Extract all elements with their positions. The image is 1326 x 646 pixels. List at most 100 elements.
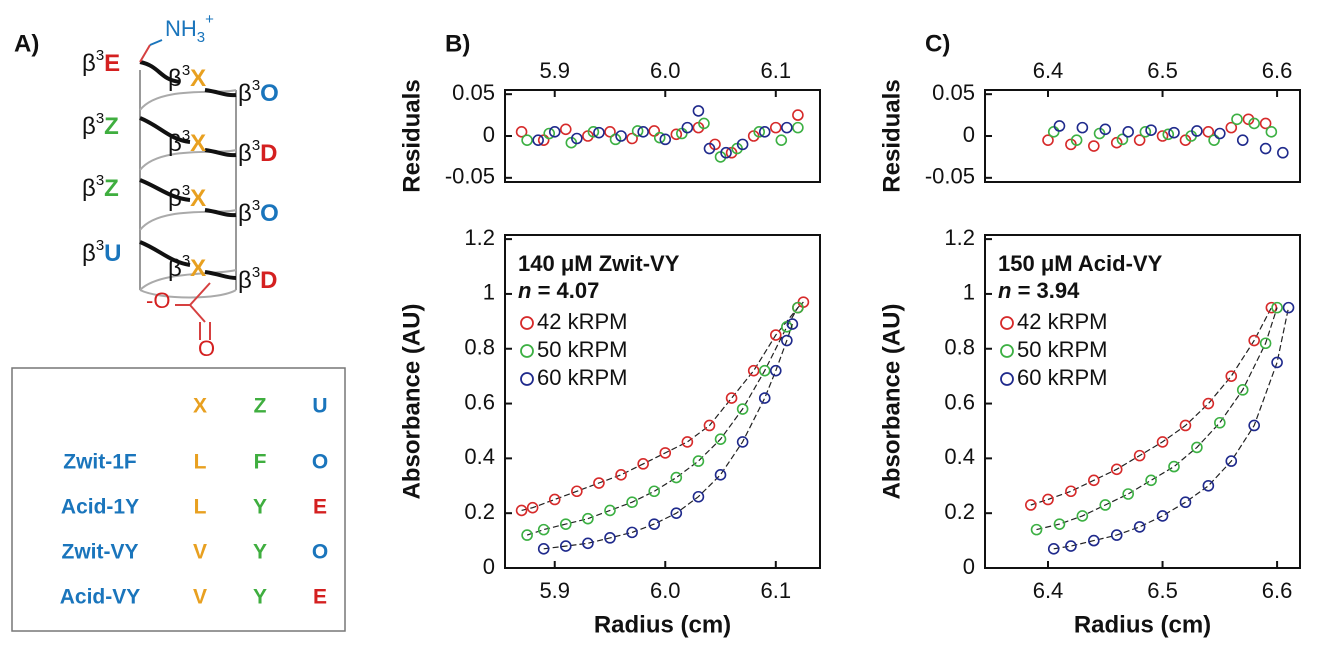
y-tick-label: 1 (483, 280, 495, 305)
data-point (1133, 521, 1146, 533)
data-point (659, 447, 672, 459)
data-point (736, 436, 749, 448)
carboxylate-charge: -O (146, 288, 170, 313)
y-tick-label: 0.8 (944, 335, 975, 360)
data-point (604, 126, 616, 138)
data-point (1271, 356, 1283, 369)
x-tick-label: 6.4 (1033, 578, 1064, 603)
data-point (1122, 488, 1134, 500)
chart: C) 6.4 6.5 6.6 0.05 0 -0.05 Residuals (878, 30, 1301, 193)
y-tick-label: 0.6 (944, 389, 975, 414)
data-point (681, 436, 694, 448)
y-axis-label: Residuals (398, 79, 425, 192)
data-point (626, 526, 638, 539)
data-point (604, 532, 616, 544)
residue-sup: 3 (252, 264, 260, 281)
data-point (1259, 337, 1272, 350)
fit-line (1036, 307, 1278, 531)
legend-label: 60 kRPM (537, 365, 627, 390)
data-point (758, 126, 771, 138)
data-point (653, 131, 666, 144)
data-point (1099, 123, 1112, 136)
row-name: Zwit-1F (63, 451, 137, 474)
data-point (1259, 142, 1272, 155)
residue-prefix: β (238, 80, 252, 107)
data-point (626, 132, 638, 145)
table-cell: V (193, 586, 207, 609)
data-point (681, 121, 694, 134)
legend-marker (520, 344, 534, 358)
data-point (587, 126, 600, 138)
data-point (1214, 416, 1226, 429)
residue-letter: U (104, 240, 121, 267)
y-tick-label: 0 (963, 122, 975, 147)
x-tick-label: 6.0 (650, 58, 681, 83)
x-tick-label: 6.5 (1147, 578, 1178, 603)
y-tick-label: -0.05 (445, 164, 495, 189)
data-point (1248, 419, 1260, 432)
data-point (792, 121, 804, 134)
residue-letter: Z (104, 175, 119, 202)
amine-sub: 3 (197, 29, 205, 46)
data-point (1236, 134, 1249, 146)
data-point (648, 125, 661, 137)
amine-base: NH (165, 16, 197, 41)
residue: β3Z (82, 172, 119, 202)
data-point (1088, 534, 1100, 547)
data-point (543, 127, 556, 140)
data-point (753, 126, 766, 138)
n-value: n = 3.94 (998, 278, 1080, 303)
data-point (1156, 130, 1169, 142)
chart: 5.9 6.0 6.1 0 0.2 0.4 0.6 0.8 1 1.2 Absorbance (AU… (398, 225, 821, 638)
data-point (1271, 301, 1283, 314)
data-point (1282, 301, 1295, 314)
residue-sup: 3 (252, 197, 260, 214)
data-point (1265, 126, 1278, 138)
data-point (537, 543, 550, 555)
data-point (1030, 523, 1043, 536)
data-point (692, 105, 705, 117)
data-point (1070, 134, 1083, 146)
x-tick-label: 5.9 (539, 578, 570, 603)
x-tick-label: 6.4 (1033, 58, 1064, 83)
residue-sup: 3 (96, 237, 104, 254)
residue-sup: 3 (182, 62, 190, 79)
legend-label: 42 kRPM (1017, 309, 1107, 334)
data-point (1156, 436, 1169, 448)
fit-line (521, 301, 804, 511)
data-point (736, 138, 749, 151)
data-point (648, 485, 661, 498)
residue: β3Z (82, 110, 119, 140)
data-point (758, 364, 771, 377)
table-cell: F (254, 451, 267, 474)
amine: NH3+ (165, 11, 214, 46)
y-tick-label: 0.4 (944, 444, 975, 469)
data-point (1065, 485, 1077, 498)
x-tick-label: 6.6 (1262, 578, 1293, 603)
n-symbol: n (518, 278, 531, 303)
data-point (571, 485, 583, 498)
y-tick-label: 0 (483, 554, 495, 579)
n-value: n = 4.07 (518, 278, 599, 303)
residue-prefix: β (82, 240, 96, 267)
y-tick-label: 1.2 (944, 225, 975, 250)
data-point (526, 501, 539, 514)
data-point (1065, 540, 1077, 552)
residue-letter: X (190, 65, 206, 92)
residue: β3X (168, 127, 206, 157)
table-cell: Y (253, 541, 267, 564)
data-point (775, 134, 788, 146)
data-point (725, 392, 738, 404)
residue: β3E (82, 47, 120, 77)
data-point (1214, 127, 1226, 140)
y-tick-label: 0 (483, 122, 495, 147)
legend-label: 60 kRPM (1017, 365, 1107, 390)
data-point (1025, 499, 1037, 511)
data-point (1248, 117, 1260, 130)
panel-label: B) (445, 30, 470, 57)
data-point (1259, 117, 1272, 130)
data-point (1042, 134, 1054, 146)
data-point (1047, 543, 1060, 555)
data-point (1047, 126, 1060, 138)
data-point (521, 529, 533, 541)
